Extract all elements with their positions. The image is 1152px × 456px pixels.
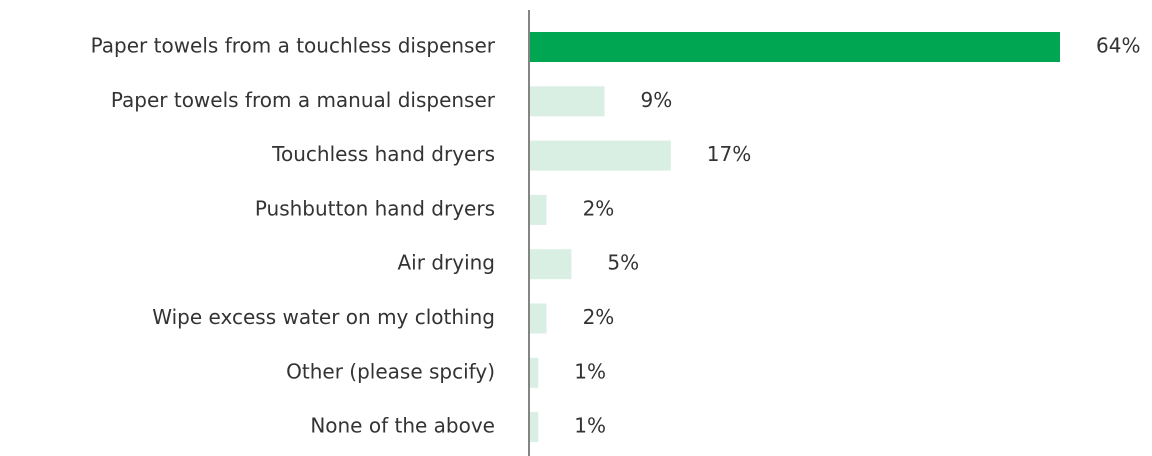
bar bbox=[530, 303, 547, 334]
value-label: 5% bbox=[607, 251, 639, 275]
bar bbox=[530, 140, 671, 171]
value-label: 1% bbox=[574, 359, 606, 383]
category-label: Air drying bbox=[398, 251, 496, 275]
category-label: Paper towels from a touchless dispenser bbox=[91, 34, 496, 58]
value-label: 1% bbox=[574, 414, 606, 438]
category-label: Pushbutton hand dryers bbox=[255, 196, 495, 220]
category-label: Wipe excess water on my clothing bbox=[152, 305, 495, 329]
category-label: Paper towels from a manual dispenser bbox=[111, 88, 496, 112]
category-label: Touchless hand dryers bbox=[271, 142, 495, 166]
value-label: 2% bbox=[583, 305, 615, 329]
value-label: 17% bbox=[707, 142, 751, 166]
value-label: 64% bbox=[1096, 34, 1140, 58]
bar bbox=[530, 357, 539, 388]
category-label: Other (please spcify) bbox=[286, 359, 495, 383]
bar bbox=[530, 249, 572, 280]
bar bbox=[530, 32, 1060, 62]
value-label: 9% bbox=[641, 88, 673, 112]
bar bbox=[530, 412, 539, 443]
bar bbox=[530, 86, 605, 117]
bar bbox=[530, 194, 547, 225]
value-label: 2% bbox=[583, 196, 615, 220]
category-label: None of the above bbox=[310, 414, 495, 438]
